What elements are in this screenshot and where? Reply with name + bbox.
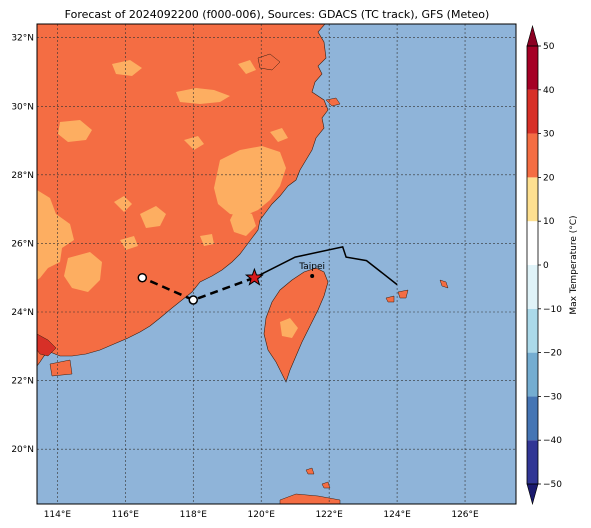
- latitude-tick-labels: 32°N 30°N 28°N 26°N 24°N 22°N 20°N: [11, 34, 34, 455]
- colorbar-segment: [527, 89, 538, 134]
- colorbar-tick-label: 30: [543, 130, 555, 140]
- lat-tick-label: 28°N: [11, 171, 34, 181]
- colorbar-segment: [527, 396, 538, 441]
- colorbar-tick-label: 50: [543, 42, 555, 52]
- colorbar: 50 40 30 20 10 0 −10 −20 −30 −40 −50: [526, 24, 562, 506]
- lat-tick-label: 22°N: [11, 377, 34, 387]
- colorbar-segment: [527, 133, 538, 178]
- lat-tick-label: 30°N: [11, 102, 34, 112]
- map-panel: Taipei: [37, 24, 516, 504]
- colorbar-segment: [527, 46, 538, 90]
- small-islands: [257, 53, 449, 504]
- lat-tick-label: 20°N: [11, 445, 34, 455]
- colorbar-tick-label: −10: [543, 305, 562, 315]
- colorbar-extend-high: [526, 24, 539, 47]
- colorbar-segment: [527, 440, 538, 484]
- colorbar-tick-label: 20: [543, 173, 555, 183]
- lon-tick-label: 120°E: [248, 510, 276, 520]
- taipei-label: Taipei: [298, 262, 325, 272]
- colorbar-segment: [527, 265, 538, 309]
- lon-tick-label: 116°E: [112, 510, 140, 520]
- lat-tick-label: 32°N: [11, 34, 34, 44]
- graticule: [37, 24, 516, 504]
- colorbar-tick-label: 0: [543, 261, 549, 271]
- colorbar-tick-label: −40: [543, 436, 562, 446]
- colorbar-segment: [527, 308, 538, 353]
- warm-temperature-areas: [37, 60, 288, 292]
- past-track-line: [254, 246, 398, 286]
- mainland-china: [37, 24, 329, 367]
- lat-tick-label: 26°N: [11, 239, 34, 249]
- colorbar-segment: [527, 352, 538, 397]
- colorbar-tick-label: 40: [543, 86, 555, 96]
- colorbar-label: Max Temperature (°C): [569, 215, 579, 314]
- taiwan-warm-area: [280, 318, 298, 338]
- lon-tick-label: 122°E: [315, 510, 343, 520]
- hot-spot: [37, 333, 57, 357]
- map-frame: [36, 23, 517, 505]
- coastal-island: [49, 359, 73, 377]
- colorbar-segment: [527, 177, 538, 222]
- taipei-marker: [310, 274, 315, 278]
- colorbar-tick-label: −20: [543, 349, 562, 359]
- current-position-star-icon: [244, 267, 264, 286]
- lon-tick-label: 118°E: [180, 510, 208, 520]
- map-title: Forecast of 2024092200 (f000-006), Sourc…: [65, 8, 490, 21]
- longitude-tick-labels: 114°E 116°E 118°E 120°E 122°E 124°E 126°E: [44, 510, 479, 520]
- colorbar-tick-label: −30: [543, 392, 562, 402]
- colorbar-tick-label: −50: [543, 480, 562, 490]
- colorbar-tick-label: 10: [543, 217, 555, 227]
- forecast-position-marker: [137, 272, 148, 283]
- lon-tick-label: 114°E: [44, 510, 72, 520]
- lon-tick-label: 126°E: [451, 510, 479, 520]
- lat-tick-label: 24°N: [11, 308, 34, 318]
- colorbar-extend-low: [526, 483, 539, 506]
- colorbar-segment: [527, 221, 538, 265]
- lon-tick-label: 124°E: [383, 510, 411, 520]
- forecast-position-marker: [188, 295, 199, 305]
- taiwan: [263, 267, 329, 383]
